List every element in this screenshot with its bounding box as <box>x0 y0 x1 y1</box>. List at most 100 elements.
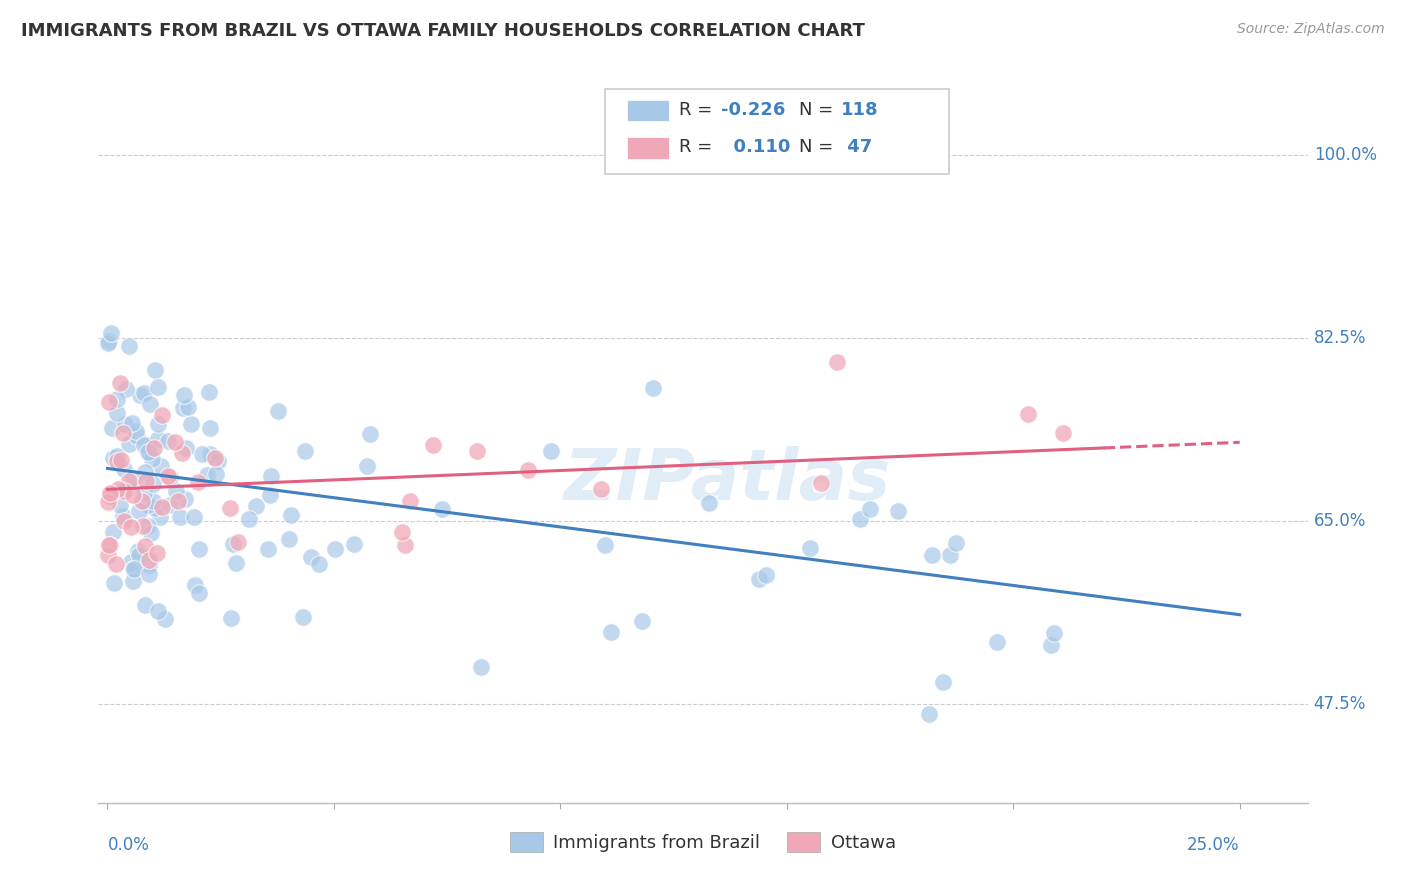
Point <box>110 376 132 390</box>
Point <box>150 458 173 473</box>
Point <box>155 612 177 626</box>
Point <box>132 486 155 500</box>
Point <box>149 509 172 524</box>
Point <box>135 475 157 489</box>
Point <box>257 542 280 557</box>
Point <box>195 467 218 482</box>
Point <box>825 355 848 369</box>
Text: 0.0%: 0.0% <box>107 836 149 854</box>
Point <box>132 386 155 401</box>
Point <box>97 336 120 351</box>
Point <box>1042 625 1064 640</box>
Point <box>280 508 302 523</box>
Point <box>470 660 492 674</box>
Point <box>111 425 134 440</box>
Point <box>105 405 128 419</box>
Point <box>125 429 148 443</box>
Point <box>98 489 121 503</box>
Point <box>394 538 416 552</box>
Point <box>631 614 654 628</box>
Text: Source: ZipAtlas.com: Source: ZipAtlas.com <box>1237 22 1385 37</box>
Point <box>121 471 143 485</box>
Point <box>169 509 191 524</box>
Point <box>122 562 145 576</box>
Point <box>197 385 219 400</box>
Point <box>932 674 955 689</box>
Point <box>165 484 187 499</box>
Point <box>138 567 160 582</box>
Text: IMMIGRANTS FROM BRAZIL VS OTTAWA FAMILY HOUSEHOLDS CORRELATION CHART: IMMIGRANTS FROM BRAZIL VS OTTAWA FAMILY … <box>21 22 865 40</box>
Point <box>430 501 453 516</box>
Point <box>218 500 240 515</box>
Text: 0.110: 0.110 <box>721 138 790 156</box>
Text: 47.5%: 47.5% <box>1313 695 1367 713</box>
Point <box>146 417 169 431</box>
Point <box>100 326 122 340</box>
Point <box>165 435 187 450</box>
Point <box>97 395 120 409</box>
Point <box>810 476 832 491</box>
Text: 118: 118 <box>841 101 879 119</box>
Point <box>219 611 242 625</box>
Point <box>101 525 124 540</box>
Point <box>107 482 129 496</box>
Point <box>142 441 165 455</box>
Point <box>849 512 872 526</box>
Point <box>259 488 281 502</box>
Point <box>98 538 121 552</box>
Point <box>136 444 159 458</box>
Point <box>188 542 211 557</box>
Point <box>97 548 120 562</box>
Point <box>112 508 135 523</box>
Point <box>859 502 882 516</box>
Point <box>120 555 142 569</box>
Point <box>172 446 194 460</box>
Point <box>641 381 664 395</box>
Point <box>245 500 267 514</box>
Point <box>131 493 153 508</box>
Point <box>225 557 247 571</box>
Point <box>107 392 129 407</box>
Point <box>465 444 488 458</box>
Point <box>142 476 165 491</box>
Point <box>226 535 249 549</box>
Point <box>308 557 330 571</box>
Point <box>108 498 131 512</box>
Point <box>120 520 142 534</box>
Text: N =: N = <box>799 138 838 156</box>
Point <box>184 578 207 592</box>
Point <box>183 510 205 524</box>
Point <box>278 533 301 547</box>
Point <box>118 437 141 451</box>
Point <box>180 417 202 431</box>
Point <box>146 432 169 446</box>
Point <box>356 459 378 474</box>
Point <box>121 574 143 589</box>
Point <box>103 576 125 591</box>
Point <box>174 442 197 456</box>
Point <box>159 498 181 512</box>
Point <box>134 539 156 553</box>
Point <box>125 424 148 438</box>
Point <box>422 438 444 452</box>
Point <box>593 538 616 552</box>
Point <box>132 518 155 533</box>
Point <box>129 388 152 402</box>
Point <box>118 474 141 488</box>
Point <box>886 504 908 518</box>
Point <box>122 562 145 576</box>
Point <box>291 609 314 624</box>
Text: 100.0%: 100.0% <box>1313 146 1376 164</box>
Point <box>173 388 195 402</box>
Point <box>127 544 149 558</box>
Point <box>190 447 212 461</box>
Point <box>921 548 943 562</box>
Point <box>939 549 962 563</box>
Point <box>188 585 211 599</box>
Text: 47: 47 <box>841 138 872 156</box>
Point <box>110 453 132 467</box>
Point <box>918 707 941 722</box>
Point <box>167 494 190 508</box>
Point <box>172 401 194 415</box>
Point <box>146 380 169 394</box>
